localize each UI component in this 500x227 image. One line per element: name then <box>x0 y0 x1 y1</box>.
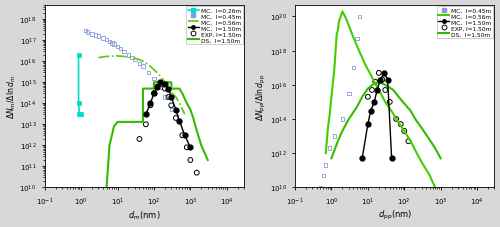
Point <box>338 118 346 121</box>
Point <box>350 67 358 70</box>
Legend: MC,  l=0.26m, MC,  l=0.45m, MC,  l=0.56m, MC,  l=1.50m, EXP, l=1.50m, DS,  l=1.5: MC, l=0.26m, MC, l=0.45m, MC, l=0.56m, M… <box>186 7 243 45</box>
Point <box>82 29 90 33</box>
Point <box>92 34 100 37</box>
Point <box>356 16 364 19</box>
Point <box>330 135 338 138</box>
Point <box>161 96 169 99</box>
Point <box>150 92 158 96</box>
Legend: MC,  l=0.45m, MC,  l=0.56m, MC,  l=1.50m, EXP, l=1.50m, DS,  l=1.50m: MC, l=0.45m, MC, l=0.56m, MC, l=1.50m, E… <box>436 7 494 39</box>
Point <box>396 123 404 126</box>
Point <box>136 138 143 141</box>
Point <box>102 38 110 42</box>
Point <box>404 140 412 143</box>
Point <box>178 134 186 138</box>
Point <box>136 62 143 66</box>
Point <box>156 83 164 87</box>
Point <box>144 71 152 75</box>
Point <box>316 186 324 189</box>
Y-axis label: $\Delta N_\mathrm{m}/\Delta\ln d_\mathrm{m}$: $\Delta N_\mathrm{m}/\Delta\ln d_\mathrm… <box>6 75 18 118</box>
Point <box>378 79 386 82</box>
Point <box>186 158 194 162</box>
Point <box>156 86 164 89</box>
Point <box>381 89 389 92</box>
Point <box>84 31 92 35</box>
Point <box>345 93 353 96</box>
Point <box>322 163 330 167</box>
Point <box>386 101 394 104</box>
Point <box>168 108 175 112</box>
X-axis label: $d_\mathrm{m}$(nm): $d_\mathrm{m}$(nm) <box>128 208 160 221</box>
Point <box>128 57 136 60</box>
Point <box>94 35 102 39</box>
X-axis label: $d_\mathrm{pp}$(nm): $d_\mathrm{pp}$(nm) <box>378 208 412 222</box>
Point <box>161 87 169 91</box>
Point <box>120 50 128 54</box>
Y-axis label: $\Delta N_\mathrm{pp}/\Delta\ln d_\mathrm{pp}$: $\Delta N_\mathrm{pp}/\Delta\ln d_\mathr… <box>256 73 268 120</box>
Point <box>146 104 154 108</box>
Point <box>108 42 116 45</box>
Point <box>364 96 372 99</box>
Point <box>139 65 147 69</box>
Point <box>110 43 118 47</box>
Point <box>372 81 380 84</box>
Point <box>168 104 175 108</box>
Point <box>106 40 114 44</box>
Point <box>114 46 122 49</box>
Point <box>116 48 124 51</box>
Point <box>353 38 361 41</box>
Point <box>392 118 400 121</box>
Point <box>375 72 383 75</box>
Point <box>142 123 150 127</box>
Point <box>400 130 408 133</box>
Point <box>320 174 328 178</box>
Point <box>124 54 132 57</box>
Point <box>172 117 180 120</box>
Point <box>193 171 201 175</box>
Point <box>326 147 334 150</box>
Point <box>368 89 376 92</box>
Point <box>99 37 107 40</box>
Point <box>183 146 191 150</box>
Point <box>88 33 96 37</box>
Point <box>150 77 158 81</box>
Point <box>153 86 161 89</box>
Point <box>131 59 139 62</box>
Point <box>164 96 172 99</box>
